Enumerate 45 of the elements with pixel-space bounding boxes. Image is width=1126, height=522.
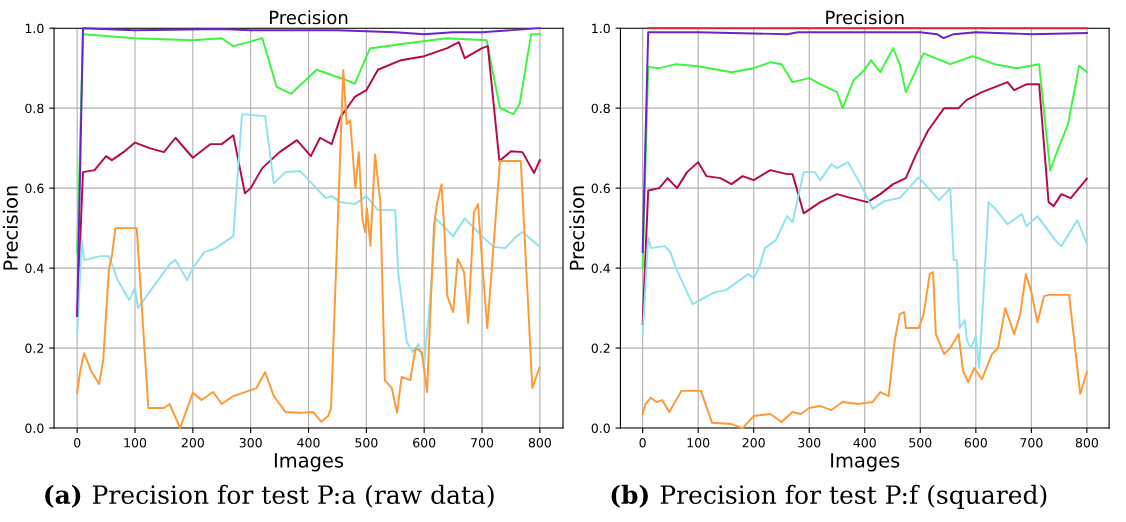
x-tick-label: 300 <box>798 437 821 448</box>
y-tick-label: 0.4 <box>591 263 610 274</box>
text: (b) <box>611 484 648 508</box>
x-tick-label: 100 <box>124 437 147 448</box>
x-tick-label: 500 <box>909 437 932 448</box>
x-tick-label: 500 <box>355 437 378 448</box>
y-tick-label: 0.4 <box>25 263 44 274</box>
chart-title: Precision <box>270 10 348 25</box>
x-tick-label: 100 <box>687 437 710 448</box>
y-tick-label: 0.2 <box>591 343 610 353</box>
x-tick-label: 200 <box>181 437 204 448</box>
x-tick-label: 0 <box>74 437 81 448</box>
x-tick-label: 700 <box>1020 437 1043 448</box>
y-tick-label: 0.2 <box>25 343 44 353</box>
x-tick-label: 300 <box>239 437 262 448</box>
x-tick-label: 600 <box>964 437 987 448</box>
x-tick-label: 400 <box>853 437 876 448</box>
y-axis-title: Precision <box>569 186 585 270</box>
x-tick-label: 600 <box>413 437 436 448</box>
line-series <box>76 33 541 254</box>
x-tick-label: 800 <box>1075 437 1098 448</box>
y-tick-label: 0.8 <box>25 103 44 114</box>
line-series <box>76 69 541 430</box>
y-tick-label: 1.0 <box>25 23 44 34</box>
line-series <box>641 271 1088 430</box>
y-tick-label: 0.6 <box>25 183 44 194</box>
chart-title: Precision <box>826 10 904 25</box>
line-series <box>76 113 541 366</box>
y-tick-label: 0.8 <box>591 103 610 114</box>
line-series <box>641 161 1088 370</box>
y-tick-label: 0.0 <box>25 423 44 433</box>
x-tick-label: 0 <box>639 437 646 448</box>
x-tick-label: 200 <box>742 437 765 448</box>
y-axis-title: Precision <box>2 186 18 270</box>
x-tick-label: 400 <box>297 437 320 448</box>
text: Precision for test P:a (raw data) <box>92 484 494 508</box>
x-tick-label: 700 <box>471 437 494 448</box>
y-tick-label: 1.0 <box>592 23 610 34</box>
x-tick-label: 800 <box>528 437 551 448</box>
x-axis-title: Images <box>831 453 900 472</box>
x-axis-title: Images <box>274 453 344 472</box>
text: (a) <box>45 484 81 508</box>
y-tick-label: 0.0 <box>591 423 610 433</box>
text: Precision for test P:f (squared) <box>660 484 1047 509</box>
y-tick-label: 0.6 <box>591 183 610 194</box>
